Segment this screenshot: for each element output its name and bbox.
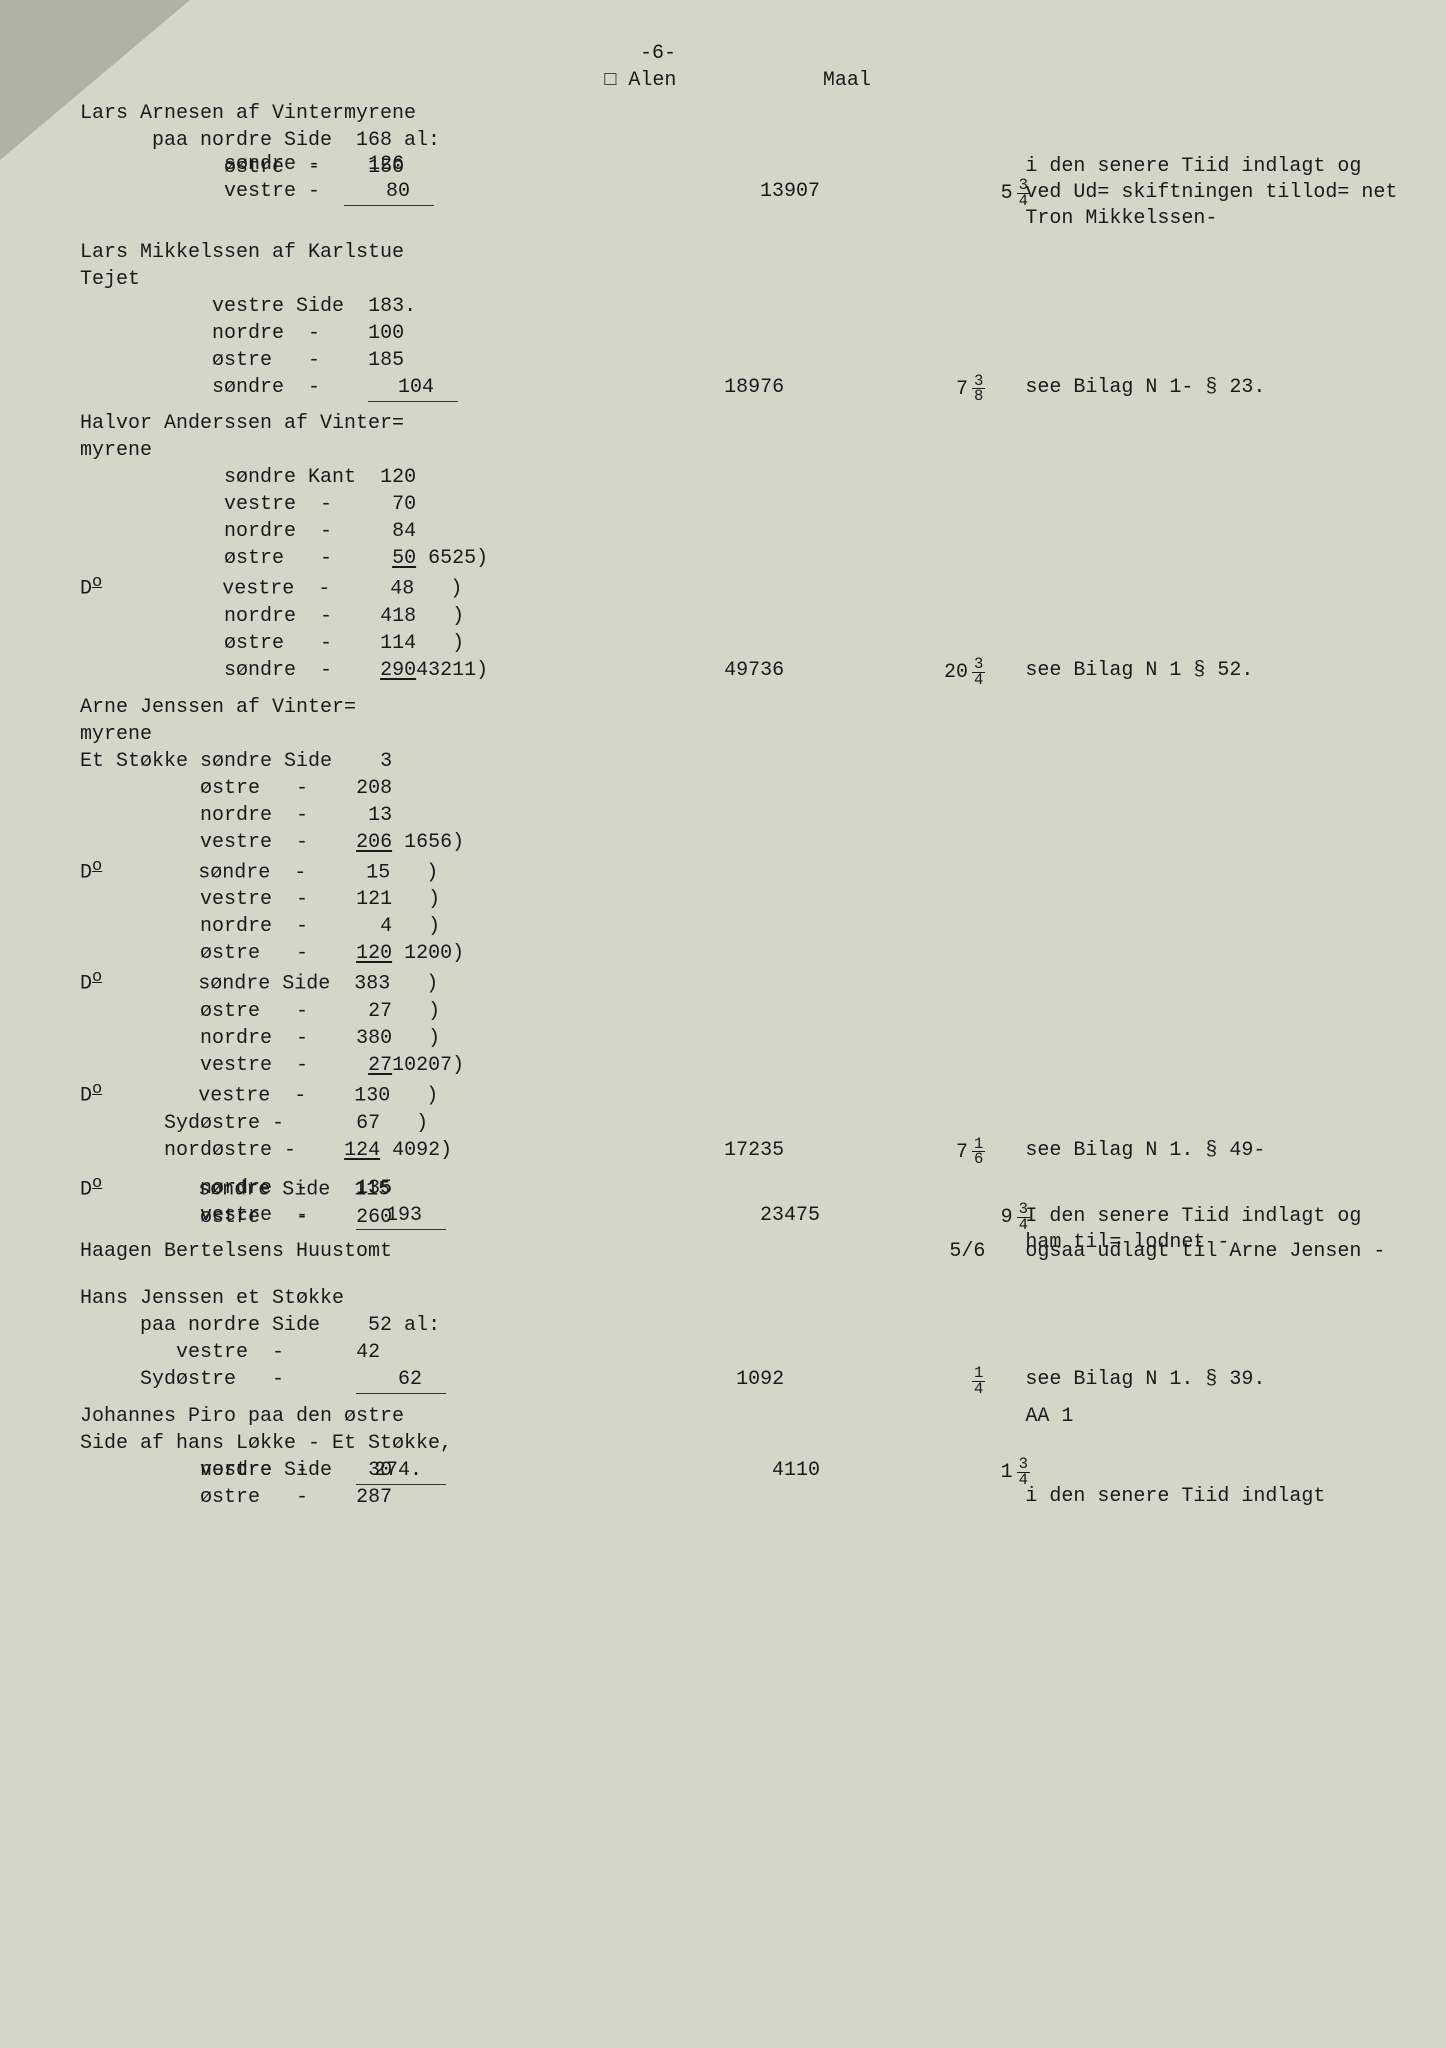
entry-note: i den senere Tiid indlagt bbox=[1025, 1484, 1406, 1511]
entry-note: see Bilag N 1. § 49- bbox=[1025, 1137, 1406, 1168]
alen-value: 23475 bbox=[640, 1202, 850, 1233]
ditto-mark: Do bbox=[80, 1079, 102, 1110]
subtotal: 1656 bbox=[404, 831, 452, 854]
entry-subtitle: myrene bbox=[80, 721, 1406, 748]
maal-value: 534 bbox=[850, 178, 1070, 209]
entry-subtitle: Side af hans Løkke - Et Støkke, bbox=[80, 1430, 1406, 1457]
entry-title: Halvor Anderssen af Vinter= bbox=[80, 410, 1406, 437]
entry-note: see Bilag N 1- § 23. bbox=[1025, 374, 1406, 405]
alen-value: 49736 bbox=[613, 657, 814, 688]
dogear-corner bbox=[0, 0, 190, 160]
entry-johannes-piro: Johannes Piro paa den østre AA 1 Side af… bbox=[80, 1403, 1406, 1488]
maal-value: 738 bbox=[814, 374, 1025, 405]
entry-do-block: Do søndre Side 115 østre - 260 I den sen… bbox=[80, 1173, 1406, 1232]
header-alen: □ Alen bbox=[604, 67, 803, 94]
entry-haagen-bertelsens: Haagen Bertelsens Huustomt 5/6 ogsaa udl… bbox=[80, 1238, 1406, 1265]
entry-hans-jenssen: Hans Jenssen et Støkke paa nordre Side 5… bbox=[80, 1285, 1406, 1397]
page-number: -6- bbox=[640, 40, 820, 67]
alen-value: 1092 bbox=[613, 1366, 814, 1397]
entry-lars-arnesen: Lars Arnesen af Vintermyrene paa nordre … bbox=[80, 100, 1406, 209]
entry-note: see Bilag N 1. § 39. bbox=[1025, 1366, 1406, 1397]
entry-title: Haagen Bertelsens Huustomt bbox=[80, 1238, 613, 1265]
entry-title: Arne Jenssen af Vinter= bbox=[80, 694, 1406, 721]
maal-value: 716 bbox=[814, 1137, 1025, 1168]
alen-value: 13907 bbox=[640, 178, 850, 209]
ditto-mark: Do bbox=[80, 572, 102, 603]
alen-value: 4110 bbox=[640, 1457, 850, 1488]
entry-note: i den senere Tiid indlagt og ved Ud= ski… bbox=[1025, 154, 1406, 232]
entry-arne-jenssen: Arne Jenssen af Vinter= myrene Et Støkke… bbox=[80, 694, 1406, 1168]
ditto-mark: Do bbox=[80, 967, 102, 998]
entry-subtitle: Tejet bbox=[80, 266, 1406, 293]
entry-note-pre: AA 1 bbox=[1025, 1403, 1406, 1430]
subtotal: 6525 bbox=[428, 547, 476, 570]
page-number-row: -6- bbox=[80, 40, 1406, 67]
entry-lars-mikkelssen: Lars Mikkelssen af Karlstue Tejet vestre… bbox=[80, 239, 1406, 405]
alen-value: 18976 bbox=[613, 374, 814, 405]
column-headers: □ Alen Maal bbox=[80, 67, 1406, 94]
maal-value: 134 bbox=[850, 1457, 1070, 1488]
entry-note: see Bilag N 1 § 52. bbox=[1025, 657, 1406, 688]
document-page: -6- □ Alen Maal Lars Arnesen af Vintermy… bbox=[0, 0, 1446, 2048]
maal-value: 5/6 bbox=[814, 1238, 1025, 1265]
ditto-mark: Do bbox=[80, 856, 102, 887]
subtotal: 1200 bbox=[404, 942, 452, 965]
entry-subtitle: myrene bbox=[80, 437, 1406, 464]
maal-value: 2034 bbox=[814, 657, 1025, 688]
entry-title: Hans Jenssen et Støkke bbox=[80, 1285, 1406, 1312]
header-maal: Maal bbox=[803, 67, 1032, 94]
entry-subtitle: paa nordre Side 52 al: bbox=[80, 1312, 1406, 1339]
entry-note: ogsaa udlagt til Arne Jensen - bbox=[1025, 1238, 1406, 1265]
subtotal: 4092 bbox=[392, 1139, 440, 1162]
alen-value: 17235 bbox=[613, 1137, 814, 1168]
entry-title: Lars Mikkelssen af Karlstue bbox=[80, 239, 1406, 266]
entry-halvor-anderssen: Halvor Anderssen af Vinter= myrene søndr… bbox=[80, 410, 1406, 687]
subtotal: 43211 bbox=[416, 659, 476, 682]
entry-title: Johannes Piro paa den østre bbox=[80, 1403, 613, 1430]
maal-value: 934 bbox=[850, 1202, 1070, 1233]
subtotal: 10207 bbox=[392, 1054, 452, 1077]
maal-value: 14 bbox=[814, 1366, 1025, 1397]
entry-title: Lars Arnesen af Vintermyrene bbox=[80, 100, 1406, 127]
entry-subtitle: paa nordre Side 168 al: bbox=[80, 127, 1406, 154]
